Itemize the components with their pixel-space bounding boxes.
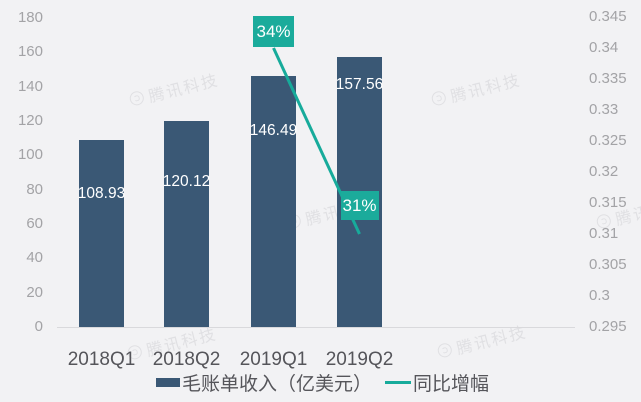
legend-bar-label: 毛账单收入（亿美元） [182,373,373,395]
right-axis-tick: 0.34 [589,39,619,56]
left-axis-tick: 160 [17,43,43,61]
category-label: 2019Q2 [325,349,394,370]
right-axis-tick: 0.32 [589,163,619,180]
legend-line-label: 同比增幅 [413,373,490,395]
right-axis-tick: 0.33 [589,101,619,118]
right-axis-tick: 0.295 [589,318,627,335]
left-axis-tick: 0 [34,317,43,335]
legend-item-bar: 毛账单收入（亿美元） [156,369,372,396]
left-axis-tick: 140 [17,77,43,95]
right-axis-tick: 0.305 [589,256,627,273]
category-label: 2018Q1 [67,349,136,370]
growth-point-label: 34% [253,16,294,47]
bar [79,140,124,327]
category-label: 2018Q2 [152,349,221,370]
bar-value-label: 157.56 [335,76,384,93]
right-axis-tick: 0.3 [589,287,610,304]
x-axis-line [57,327,575,328]
right-axis-tick: 0.315 [589,194,627,211]
left-axis-tick: 80 [26,180,43,198]
bar [164,120,209,327]
left-axis-tick: 120 [17,111,43,129]
bar [251,75,296,327]
bar-value-label: 146.49 [249,122,298,139]
right-axis-tick: 0.325 [589,132,627,149]
category-label: 2019Q1 [239,349,308,370]
left-axis-tick: 60 [26,214,43,232]
left-axis-tick: 100 [17,146,43,164]
right-axis-tick: 0.335 [589,70,627,87]
bar-value-label: 120.12 [162,173,211,190]
right-axis-tick: 0.31 [589,225,619,242]
right-axis-tick: 0.345 [589,8,627,25]
growth-point-label: 31% [340,191,379,220]
bar-value-label: 108.93 [77,185,126,202]
left-axis-tick: 40 [26,249,43,267]
left-axis-tick: 20 [26,283,43,301]
bar-series-swatch-icon [156,377,180,387]
left-axis-tick: 180 [17,9,43,26]
legend-item-line: 同比增幅 [385,369,489,396]
legend: 毛账单收入（亿美元） 同比增幅 [156,369,489,396]
line-series-swatch-icon [385,380,412,384]
